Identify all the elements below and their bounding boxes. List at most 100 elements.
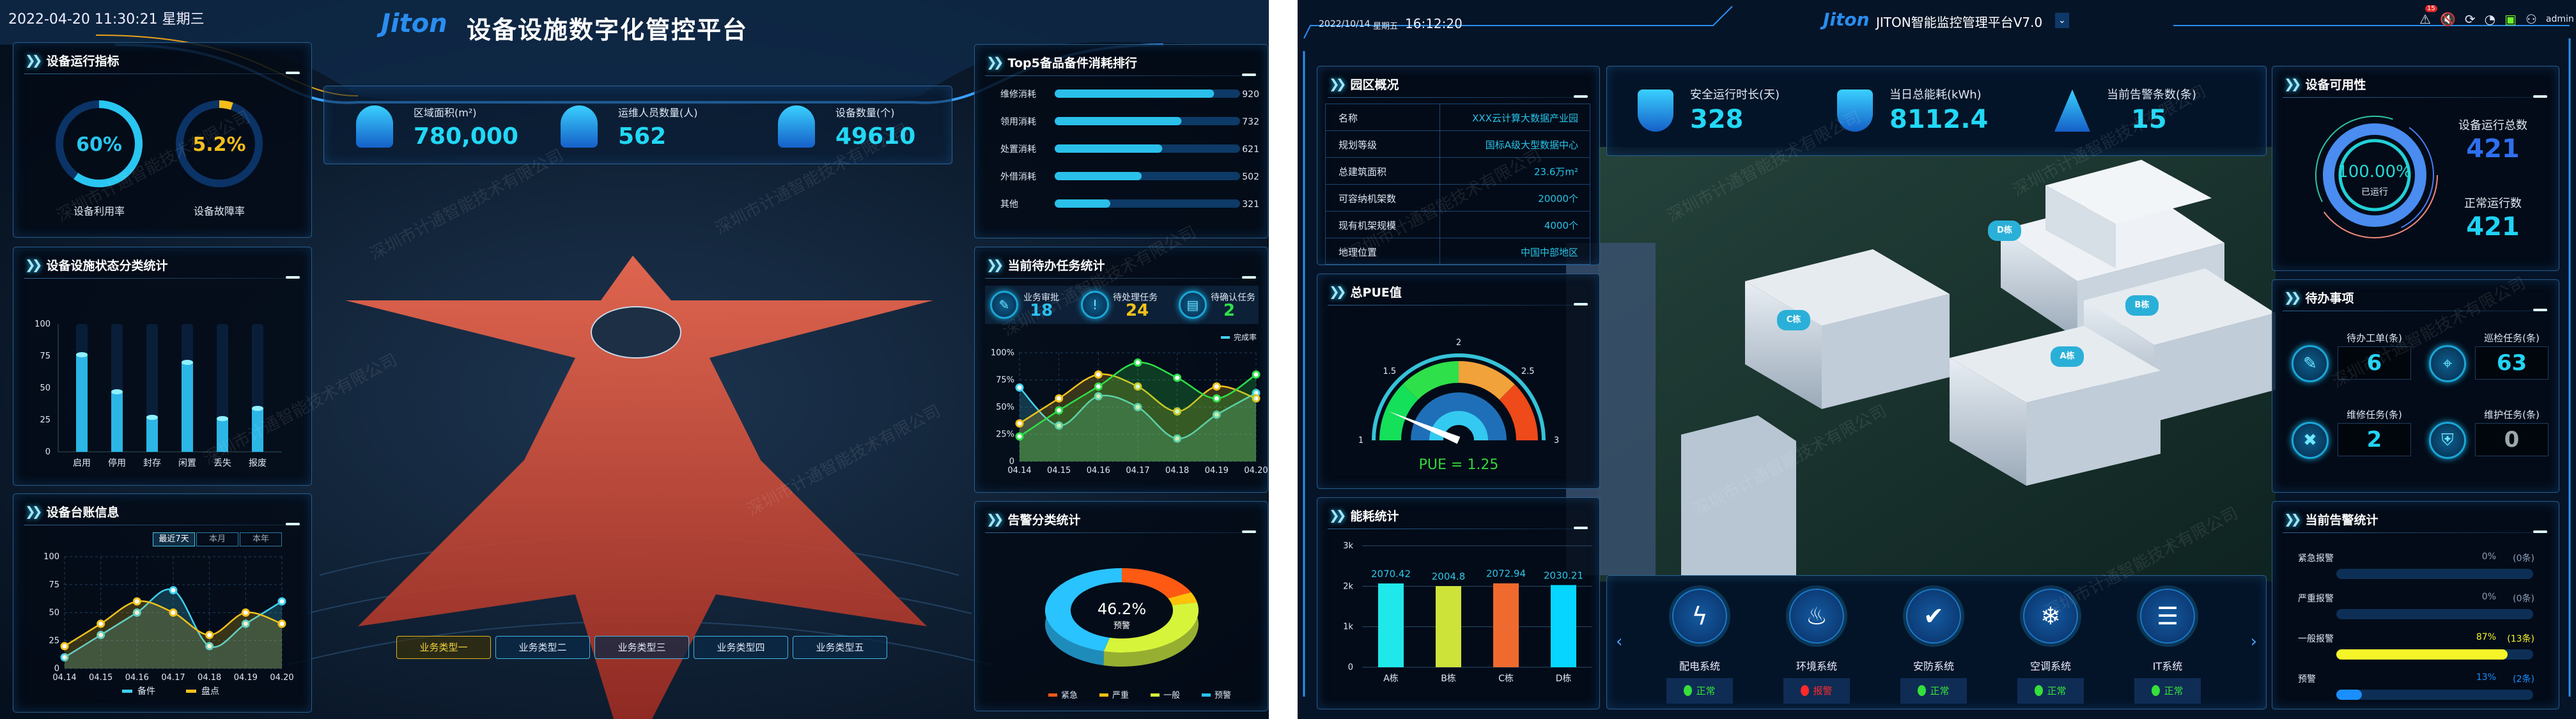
legend-label: 预警 (1214, 690, 1231, 700)
kpi-value: 18 (1030, 301, 1053, 320)
category-label: 外借消耗 (1000, 172, 1036, 182)
energy-panel: ❯❯ 能耗统计 0 1k 2k 3k 2070.42 A栋 2004.8 B栋 2072.94 C栋… (1317, 497, 1600, 709)
tick-label: 04.19 (1205, 466, 1229, 475)
chevron-icon: ❯❯ (1329, 284, 1346, 299)
business-type-2-button[interactable]: 业务类型二 (495, 636, 590, 659)
top5-bar-chart: 维修消耗 920 领用消耗 732 处置消耗 621 外借消耗 502 其他 321 (1000, 89, 1259, 210)
building-label-b[interactable]: B栋 (2125, 295, 2159, 316)
minimize-button[interactable] (1242, 73, 1256, 76)
bar (111, 392, 123, 452)
minimize-button[interactable] (1574, 303, 1588, 305)
panel-title: 设备设施状态分类统计 (46, 258, 168, 273)
minimize-button[interactable] (2533, 530, 2547, 533)
todo-item[interactable]: ✖ 维修任务(条) 2 (2292, 408, 2419, 472)
bar-cap (217, 416, 228, 421)
carousel-next-icon[interactable]: › (2250, 632, 2257, 651)
normal-label: 正常运行数 (2464, 197, 2522, 210)
business-type-4-button[interactable]: 业务类型四 (694, 636, 788, 659)
minimize-button[interactable] (2533, 309, 2547, 311)
gauge-band (1458, 361, 1515, 400)
park-overview-panel: ❯❯ 园区概况 名称 XXX云计算大数据产业园 规划等级 国标A级大型数据中心 总建筑… (1317, 66, 1600, 265)
system-card[interactable]: ♨ 环境系统 报警 (1781, 576, 1852, 704)
progress-fill (2336, 690, 2363, 700)
indicators-panel: ❯❯ 设备运行指标 60% 5.2% 设备利用率 设备故障率 (13, 42, 312, 238)
value-label: 732 (1242, 117, 1259, 127)
data-point (1212, 410, 1221, 419)
tab-last-7-days[interactable]: 最近7天 (153, 532, 195, 546)
status-stats-panel: ❯❯ 设备设施状态分类统计 0 25 50 75 100 启用 停用 封存 闲置 丢失 报废 (13, 247, 312, 486)
refresh-icon[interactable]: ⟳ (2464, 12, 2476, 27)
monitor-icon[interactable]: ▣ (2504, 12, 2517, 27)
data-point (1094, 382, 1103, 391)
category-label: 报废 (249, 458, 267, 468)
building-label-a[interactable]: A栋 (2051, 346, 2084, 367)
bar (182, 362, 193, 452)
stat-label: 安全运行时长(天) (1690, 88, 1780, 102)
device-facility-dashboard: 2022-04-20 11:30:21 星期三 Jiton 设备设施数字化管控平… (0, 0, 1269, 719)
minimize-button[interactable] (286, 72, 300, 74)
tick-label: 04.17 (1126, 466, 1149, 475)
platform-dropdown-chevron-icon[interactable]: ⌄ (2055, 13, 2069, 28)
tick-label: 3 (1554, 436, 1559, 445)
minimize-button[interactable] (1574, 527, 1588, 529)
todo-item[interactable]: ⛨ 维护任务(条) 0 (2429, 408, 2557, 472)
username[interactable]: admin (2545, 14, 2574, 24)
todo-item[interactable]: ✎ 待办工单(条) 6 (2292, 331, 2419, 395)
minimize-button[interactable] (2533, 95, 2547, 98)
tick-label: 3k (1343, 541, 1353, 551)
data-point (277, 597, 286, 606)
alarm-count: (13条) (2507, 634, 2534, 644)
tab-this-year[interactable]: 本年 (240, 532, 282, 546)
legend-swatch (1202, 693, 1211, 697)
wrench-icon: ✖ (2292, 422, 2329, 459)
slice-side (1103, 602, 1199, 667)
alert-icon[interactable]: ⚠ 15 (2419, 5, 2437, 27)
ring-inner (2338, 139, 2411, 212)
data-point (1015, 419, 1024, 428)
minimize-button[interactable] (286, 523, 300, 525)
mute-icon[interactable]: 🔇 (2439, 12, 2456, 27)
alarm-label: 预警 (2298, 674, 2316, 684)
data-point (1055, 406, 1064, 415)
tick-label: 1.5 (1383, 367, 1396, 376)
exclamation-icon: ! (1081, 291, 1109, 319)
minimize-button[interactable] (1242, 530, 1256, 533)
failure-rate-label: 设备故障率 (193, 205, 245, 217)
building-label-c[interactable]: C栋 (1777, 310, 1810, 330)
tab-this-month[interactable]: 本月 (196, 532, 238, 546)
stat-value: 49610 (835, 123, 916, 150)
approval-icon: ✎ (990, 291, 1018, 319)
data-point (1055, 394, 1064, 403)
user-icon[interactable]: ⚇ (2525, 12, 2537, 27)
timer-icon[interactable]: ◔ (2484, 12, 2496, 27)
system-status: 正常 (2047, 685, 2067, 697)
todo-label: 巡检任务(条) (2484, 332, 2540, 344)
orbit-arc (2401, 127, 2434, 228)
minimize-button[interactable] (1242, 276, 1256, 279)
panel-title: 园区概况 (1350, 77, 1399, 92)
tick-label: 04.19 (234, 673, 258, 683)
progress-fill (2336, 649, 2508, 660)
utilization-value: 60% (76, 134, 122, 156)
system-card[interactable]: ☰ IT系统 正常 (2132, 576, 2203, 704)
series-area (1020, 362, 1256, 461)
legend-label: 盘点 (201, 686, 219, 697)
data-point (60, 642, 69, 651)
warning-icon (2054, 89, 2090, 132)
building-label-d[interactable]: D栋 (1988, 220, 2021, 241)
business-type-3-button[interactable]: 业务类型三 (594, 636, 689, 659)
minimize-button[interactable] (1574, 95, 1588, 98)
summary-stats-bar: 区域面积(m²) 780,000 运维人员数量(人) 562 设备数量(个) 4… (323, 86, 952, 164)
business-type-1-button[interactable]: 业务类型一 (396, 636, 491, 659)
tick-label: 75 (40, 352, 50, 361)
system-card[interactable]: ❄ 空调系统 正常 (2015, 576, 2086, 704)
minimize-button[interactable] (286, 276, 300, 279)
table-row: 地理位置 中国中部地区 (1326, 238, 1590, 265)
data-point (169, 586, 178, 594)
business-type-5-button[interactable]: 业务类型五 (793, 636, 887, 659)
carousel-prev-icon[interactable]: ‹ (1616, 632, 1623, 651)
worker-icon (561, 105, 598, 148)
todo-item[interactable]: ⌖ 巡检任务(条) 63 (2429, 331, 2557, 395)
system-card[interactable]: ϟ 配电系统 正常 (1664, 576, 1735, 704)
system-card[interactable]: ✔ 安防系统 正常 (1898, 576, 1969, 704)
